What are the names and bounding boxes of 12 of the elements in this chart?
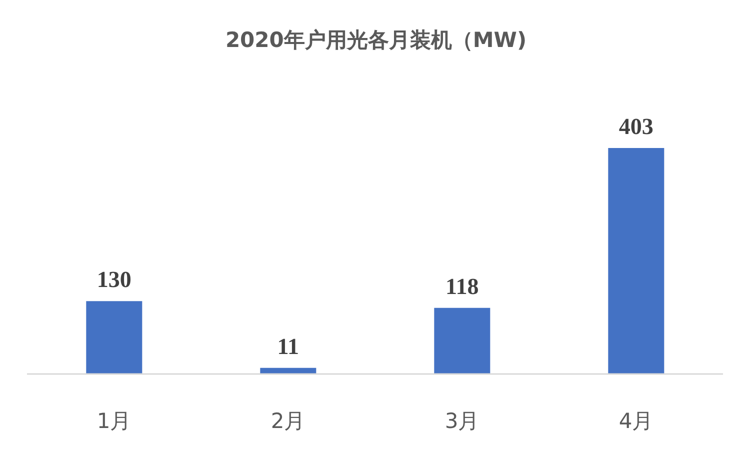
x-tick-label: 1月 — [96, 409, 132, 433]
bar — [434, 308, 490, 374]
data-label: 11 — [277, 334, 300, 359]
x-tick-label: 3月 — [444, 409, 480, 433]
chart-title: 2020年户用光各月装机（MW) — [224, 27, 528, 54]
x-tick-label: 2月 — [270, 409, 306, 433]
bar — [608, 148, 664, 374]
data-label: 130 — [96, 267, 132, 292]
data-label: 403 — [618, 114, 654, 139]
data-label: 118 — [446, 274, 479, 299]
bar — [86, 301, 142, 374]
x-tick-label: 4月 — [618, 409, 654, 433]
